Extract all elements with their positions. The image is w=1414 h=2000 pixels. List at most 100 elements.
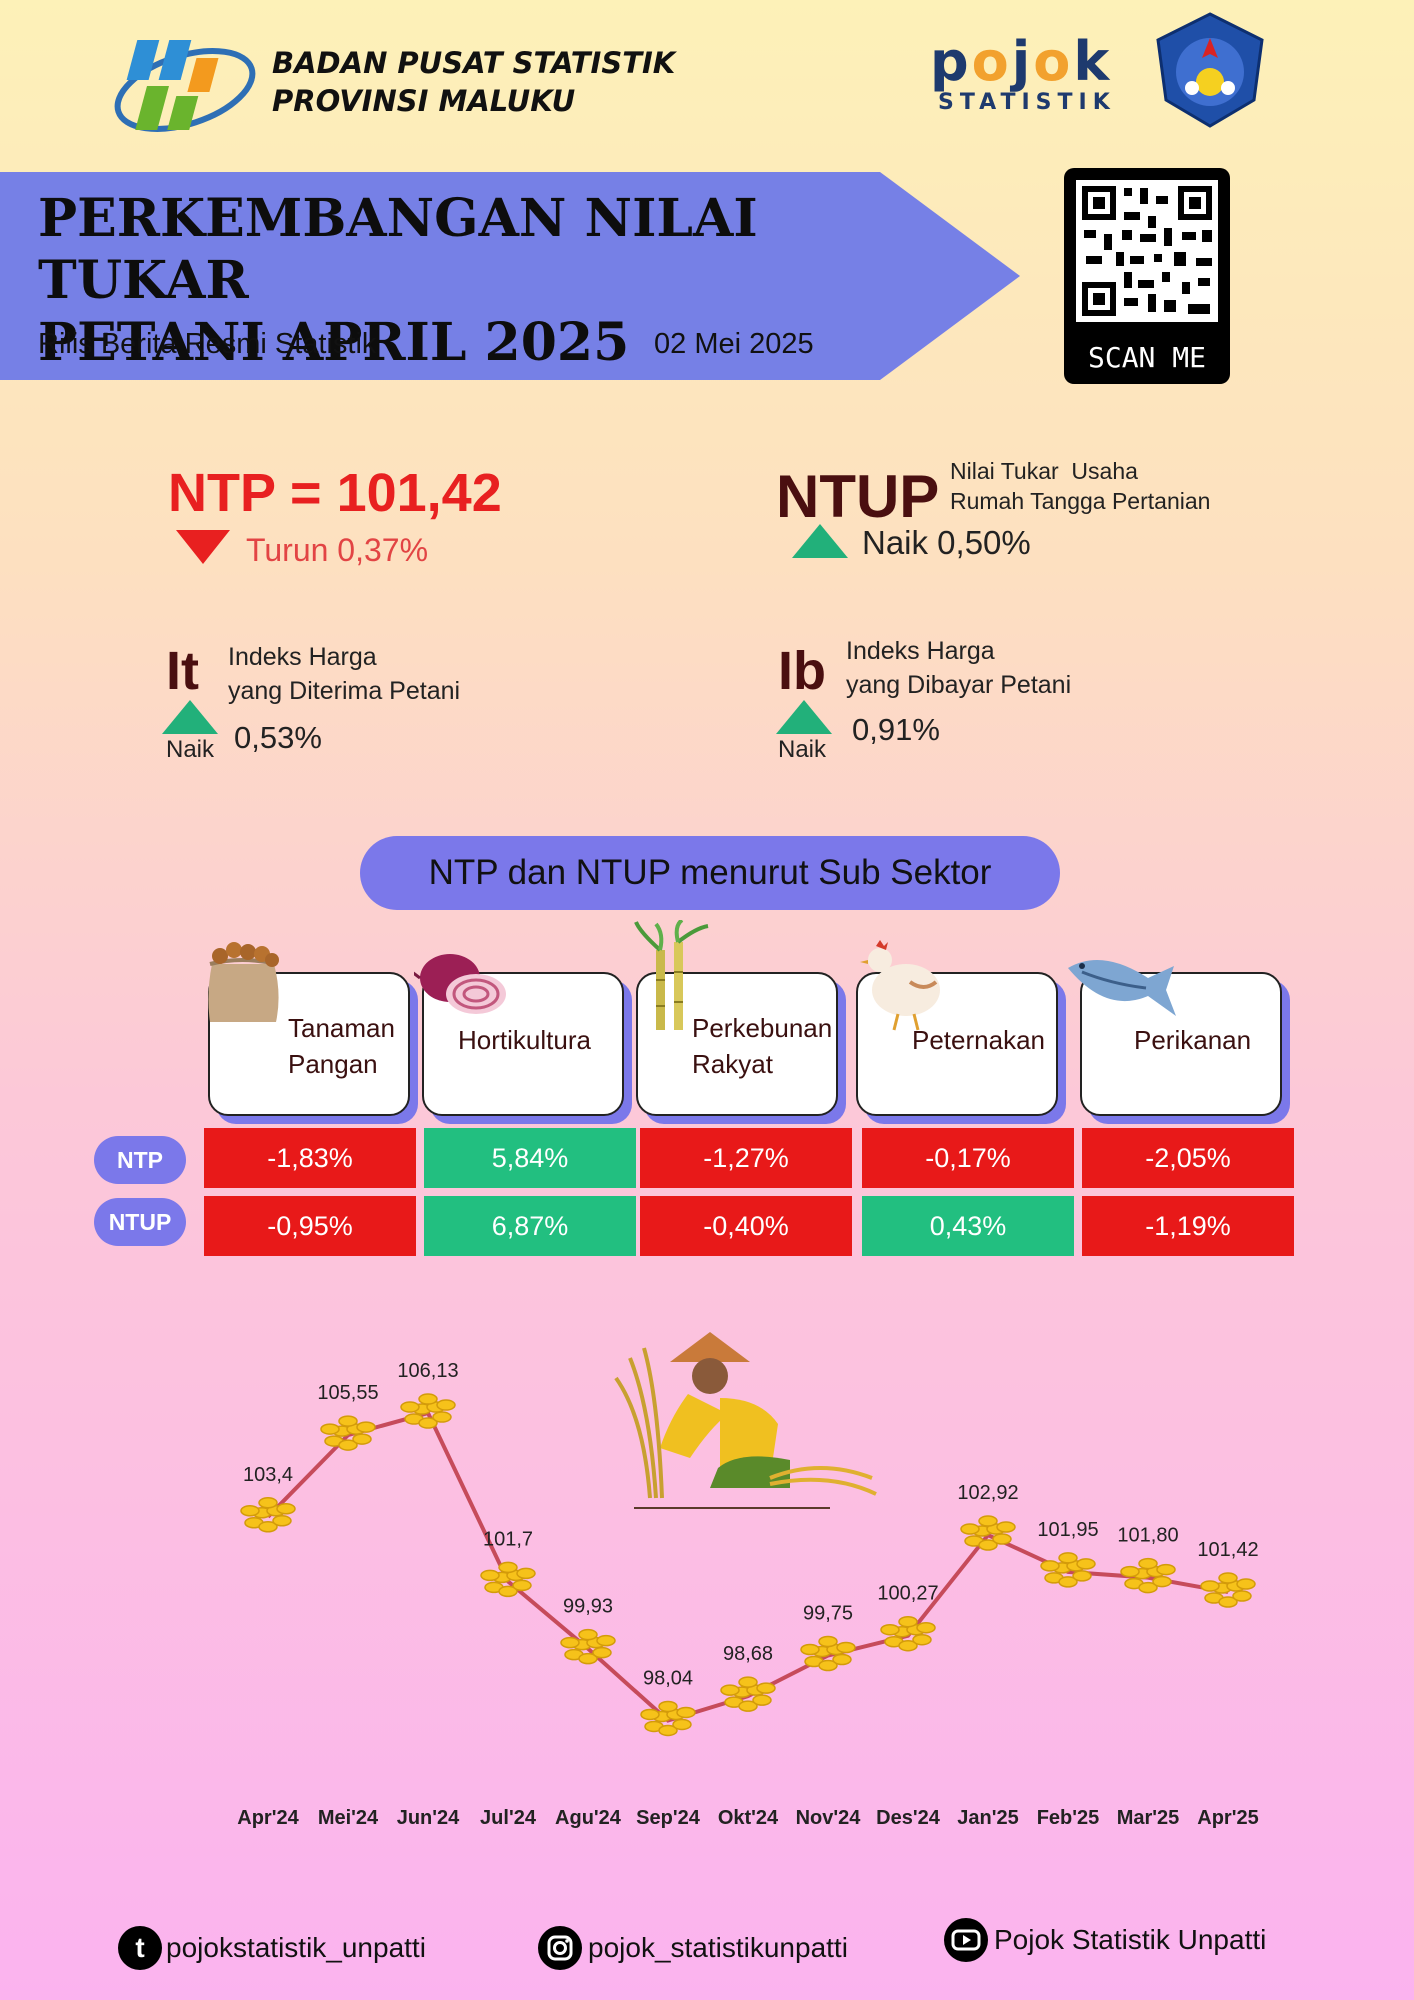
ntup-cell: 0,43% xyxy=(862,1196,1074,1256)
ntup-desc-line2: Rumah Tangga Pertanian xyxy=(950,488,1211,514)
release-date: 02 Mei 2025 xyxy=(654,328,814,360)
youtube-channel[interactable]: Pojok Statistik Unpatti xyxy=(994,1924,1267,1955)
gold-coins-icon xyxy=(400,1393,456,1429)
ib-desc-line2: yang Dibayar Petani xyxy=(846,671,1072,699)
gold-coins-icon xyxy=(480,1561,536,1598)
org-line1: BADAN PUSAT STATISTIK xyxy=(272,46,676,80)
x-tick-label: Agu'24 xyxy=(555,1807,622,1829)
ntup-change: Naik 0,50% xyxy=(862,524,1031,561)
data-label: 103,4 xyxy=(243,1464,293,1486)
subsector-title: NTP dan NTUP menurut Sub Sektor xyxy=(360,836,1060,910)
pojok-sub: STATISTIK xyxy=(938,90,1116,115)
release-subtitle: Rilis Berita Resmi Statistik xyxy=(38,328,377,360)
sector-label: Perkebunan Rakyat xyxy=(692,1010,832,1082)
tiktok-handle[interactable]: pojokstatistik_unpatti xyxy=(166,1932,426,1963)
x-tick-label: Jul'24 xyxy=(480,1807,537,1829)
data-label: 98,04 xyxy=(643,1667,693,1689)
data-label: 99,75 xyxy=(803,1603,853,1625)
x-tick-label: Des'24 xyxy=(876,1807,941,1829)
data-label: 102,92 xyxy=(957,1482,1018,1504)
data-label: 101,80 xyxy=(1117,1525,1178,1547)
up-arrow-icon xyxy=(792,524,848,558)
up-arrow-icon xyxy=(776,700,832,734)
data-label: 100,27 xyxy=(877,1583,938,1605)
pojok-brand: pojok xyxy=(930,30,1113,93)
ntp-value: NTP = 101,42 xyxy=(168,463,502,523)
ntp-cell: -1,83% xyxy=(204,1128,416,1188)
org-name: BADAN PUSAT STATISTIK PROVINSI MALUKU xyxy=(272,44,675,120)
sector-label-line1: Peternakan xyxy=(912,1025,1045,1055)
ntp-cell: -0,17% xyxy=(862,1128,1074,1188)
page-title-line2: PETANI APRIL 2025 xyxy=(38,312,630,373)
row-label-ntp: NTP xyxy=(94,1136,186,1184)
unpatti-seal-icon xyxy=(1156,12,1264,128)
it-direction: Naik xyxy=(166,736,215,763)
ntp-cell: -2,05% xyxy=(1082,1128,1294,1188)
data-label: 101,42 xyxy=(1197,1539,1258,1561)
ntup-cell: -1,19% xyxy=(1082,1196,1294,1256)
ntup-cell: -0,95% xyxy=(204,1196,416,1256)
gold-coins-icon xyxy=(960,1515,1016,1551)
sector-label-line1: Hortikultura xyxy=(458,1025,591,1055)
x-tick-label: Apr'25 xyxy=(1197,1807,1258,1829)
qr-label: SCAN ME xyxy=(1087,341,1206,374)
row-label-ntup: NTUP xyxy=(94,1198,186,1246)
gold-coins-icon xyxy=(880,1615,936,1652)
page-title-line1: PERKEMBANGAN NILAI TUKAR xyxy=(38,188,758,311)
data-label: 101,95 xyxy=(1037,1519,1098,1541)
gold-coins-icon xyxy=(320,1415,376,1451)
sector-label: Hortikultura xyxy=(458,1022,591,1058)
x-tick-label: Feb'25 xyxy=(1037,1807,1100,1829)
sector-label-line1: Perikanan xyxy=(1134,1025,1252,1055)
ntp-line-chart: 103,4 Apr'24 105,55 Mei'24 106,13 Jun'24 101,7… xyxy=(237,1360,1258,1829)
down-arrow-icon xyxy=(176,530,230,564)
gold-coins-icon xyxy=(1040,1552,1096,1588)
ntup-label: NTUP xyxy=(776,463,940,530)
qr-code-icon xyxy=(1076,180,1218,322)
instagram-handle[interactable]: pojok_statistikunpatti xyxy=(588,1932,848,1963)
gold-coins-icon xyxy=(720,1676,776,1712)
sector-card-perkebunan-rakyat: Perkebunan Rakyat xyxy=(636,972,838,1116)
sector-label: Peternakan xyxy=(912,1022,1045,1058)
it-label: It xyxy=(166,641,199,701)
x-tick-label: Apr'24 xyxy=(237,1807,299,1829)
data-label: 105,55 xyxy=(317,1382,378,1404)
ib-description: Indeks Harga yang Dibayar Petani xyxy=(846,634,1071,702)
ib-direction: Naik xyxy=(778,736,827,763)
chicken-icon xyxy=(860,940,940,1031)
bps-logo-icon xyxy=(114,40,256,132)
title-banner xyxy=(0,172,1020,380)
youtube-icon xyxy=(944,1918,988,1962)
gold-coins-icon xyxy=(560,1628,616,1665)
x-tick-label: Jun'24 xyxy=(397,1807,460,1829)
it-desc-line1: Indeks Harga xyxy=(228,643,377,671)
x-tick-label: Mar'25 xyxy=(1117,1807,1180,1829)
it-desc-line2: yang Diterima Petani xyxy=(228,677,461,705)
data-label: 106,13 xyxy=(397,1360,458,1382)
ntup-cell: 6,87% xyxy=(424,1196,636,1256)
sector-label: Perikanan xyxy=(1134,1022,1251,1058)
qr-code[interactable]: SCAN ME xyxy=(1064,168,1230,384)
x-tick-label: Sep'24 xyxy=(636,1807,701,1829)
page-title: PERKEMBANGAN NILAI TUKAR PETANI APRIL 20… xyxy=(38,188,938,374)
ntp-change: Turun 0,37% xyxy=(246,532,429,568)
ntup-description: Nilai Tukar Usaha Rumah Tangga Pertanian xyxy=(950,456,1210,516)
gold-coins-icon xyxy=(1200,1572,1256,1608)
ntp-cell: 5,84% xyxy=(424,1128,636,1188)
gold-coins-icon xyxy=(640,1700,696,1737)
rice-sack-icon xyxy=(208,942,279,1022)
ntup-desc-line1: Nilai Tukar Usaha xyxy=(950,458,1138,484)
sector-label: Tanaman Pangan xyxy=(288,1010,395,1082)
sector-card-tanaman-pangan: Tanaman Pangan xyxy=(208,972,410,1116)
farmer-illustration-icon xyxy=(614,1332,877,1509)
gold-coins-icon xyxy=(800,1635,856,1672)
x-tick-label: Mei'24 xyxy=(318,1807,379,1829)
ntp-cell: -1,27% xyxy=(640,1128,852,1188)
sector-label-line1: Tanaman xyxy=(288,1013,395,1043)
org-line2: PROVINSI MALUKU xyxy=(272,84,576,118)
x-tick-label: Okt'24 xyxy=(718,1807,779,1829)
tiktok-icon: t xyxy=(118,1926,162,1970)
ib-desc-line1: Indeks Harga xyxy=(846,637,995,665)
sector-label-line2: Pangan xyxy=(288,1049,378,1079)
it-value: 0,53% xyxy=(234,720,322,755)
